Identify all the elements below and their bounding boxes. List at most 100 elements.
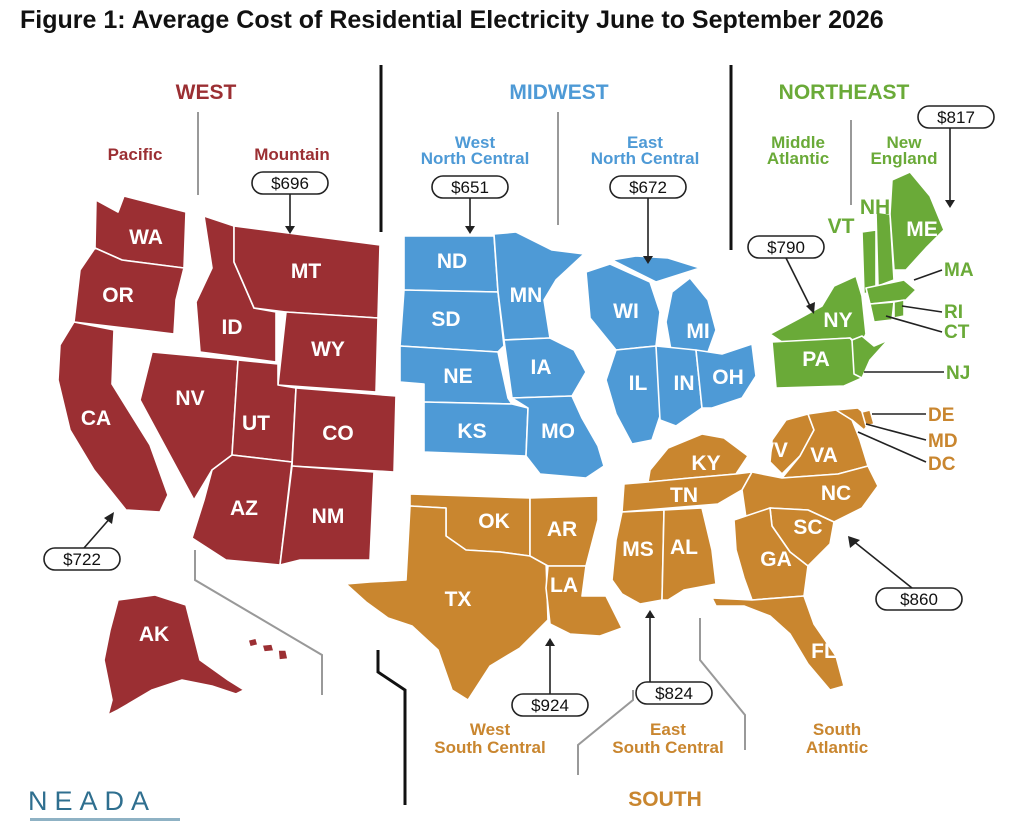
division-label-wnc-line2: North Central	[421, 149, 530, 168]
south-region-states	[345, 407, 879, 701]
label-ca: CA	[81, 407, 111, 430]
price-east-south-central: $824	[655, 684, 693, 703]
region-label-northeast: NORTHEAST	[779, 81, 910, 104]
division-label-ne-line1: New	[887, 133, 923, 152]
state-ga	[733, 507, 809, 601]
state-ct	[869, 301, 895, 323]
price-callout-enc: $672	[609, 175, 687, 264]
state-nj	[851, 335, 889, 379]
label-md: MD	[928, 431, 958, 452]
figure-title: Figure 1: Average Cost of Residential El…	[20, 6, 884, 34]
state-il	[605, 345, 663, 445]
label-mt: MT	[291, 260, 321, 283]
state-nm	[279, 465, 375, 566]
label-wi: WI	[613, 300, 639, 323]
northeast-region-states	[769, 171, 945, 389]
label-id: ID	[222, 316, 243, 339]
label-mi: MI	[686, 320, 709, 343]
label-vt: VT	[828, 215, 855, 238]
label-ma: MA	[944, 260, 974, 281]
label-or: OR	[102, 284, 134, 307]
state-nh	[875, 211, 895, 287]
label-il: IL	[629, 372, 648, 395]
division-separator-west-lower	[194, 550, 323, 695]
state-me	[889, 171, 945, 271]
price-middle-atlantic: $790	[767, 238, 805, 257]
label-ky: KY	[691, 452, 720, 475]
price-south-atlantic: $860	[900, 590, 938, 609]
label-nj: NJ	[946, 363, 970, 384]
division-label-ne-line2: England	[870, 149, 937, 168]
label-nv: NV	[175, 387, 204, 410]
midwest-region-states	[399, 231, 757, 479]
label-wy: WY	[311, 338, 345, 361]
price-callout-wnc: $651	[431, 175, 509, 234]
label-sc: SC	[793, 516, 822, 539]
label-ia: IA	[531, 356, 552, 379]
region-label-south: SOUTH	[628, 788, 702, 811]
label-oh: OH	[712, 366, 744, 389]
state-ca	[57, 321, 169, 513]
neada-logo: NEADA	[28, 786, 157, 816]
label-az: AZ	[230, 497, 258, 520]
state-wi	[585, 263, 661, 351]
west-region-states	[57, 195, 397, 716]
division-label-wsc-line1: West	[470, 720, 511, 739]
label-nc: NC	[821, 482, 851, 505]
division-label-pacific: Pacific	[108, 145, 163, 164]
state-ri	[893, 299, 905, 319]
state-ma	[865, 279, 917, 305]
label-wa: WA	[129, 226, 163, 249]
price-east-north-central: $672	[629, 178, 667, 197]
label-mo: MO	[541, 420, 575, 443]
label-tx: TX	[445, 588, 472, 611]
state-ak	[103, 594, 245, 716]
label-tn: TN	[670, 484, 698, 507]
label-ms: MS	[622, 538, 654, 561]
label-nh: NH	[860, 196, 890, 219]
label-ok: OK	[478, 510, 510, 533]
division-separator-esc-sa	[699, 618, 746, 750]
division-label-wsc-line2: South Central	[434, 738, 545, 757]
label-de: DE	[928, 405, 954, 426]
side-labels: MA RI CT NJ DE MD DC	[857, 260, 974, 475]
state-wy	[277, 311, 379, 393]
division-label-sa-line2: Atlantic	[806, 738, 868, 757]
label-hi: HI	[232, 644, 253, 667]
price-callout-pacific: $722	[43, 512, 121, 571]
price-callout-sa: $860	[848, 536, 963, 611]
division-label-mountain: Mountain	[254, 145, 330, 164]
state-oh	[695, 343, 757, 409]
label-ct: CT	[944, 322, 970, 343]
label-dc: DC	[928, 454, 956, 475]
state-mo	[511, 395, 605, 479]
label-fl: FL	[811, 640, 837, 663]
division-label-ma-line2: Atlantic	[767, 149, 829, 168]
state-labels: WA OR CA ID MT WY NV UT CO AZ NM AK HI N…	[81, 196, 938, 667]
label-sd: SD	[431, 308, 460, 331]
state-vt	[861, 229, 877, 295]
division-label-esc-line1: East	[650, 720, 686, 739]
division-label-wnc-line1: West	[455, 133, 496, 152]
label-ks: KS	[457, 420, 486, 443]
price-callout-ma: $790	[747, 235, 825, 314]
label-ny: NY	[823, 309, 852, 332]
state-hi	[247, 637, 289, 661]
division-label-ma-line1: Middle	[771, 133, 825, 152]
label-me: ME	[906, 218, 938, 241]
price-callout-esc: $824	[635, 610, 713, 705]
label-nm: NM	[312, 505, 345, 528]
label-co: CO	[322, 422, 354, 445]
state-al	[661, 507, 717, 601]
state-mn	[493, 231, 585, 341]
state-or	[73, 247, 185, 335]
division-label-esc-line2: South Central	[612, 738, 723, 757]
region-separator-west-south	[376, 650, 407, 805]
state-mi	[611, 255, 717, 357]
region-label-midwest: MIDWEST	[509, 81, 608, 104]
division-label-enc-line2: North Central	[591, 149, 700, 168]
label-ga: GA	[760, 548, 792, 571]
state-fl	[711, 595, 845, 691]
price-west-north-central: $651	[451, 178, 489, 197]
